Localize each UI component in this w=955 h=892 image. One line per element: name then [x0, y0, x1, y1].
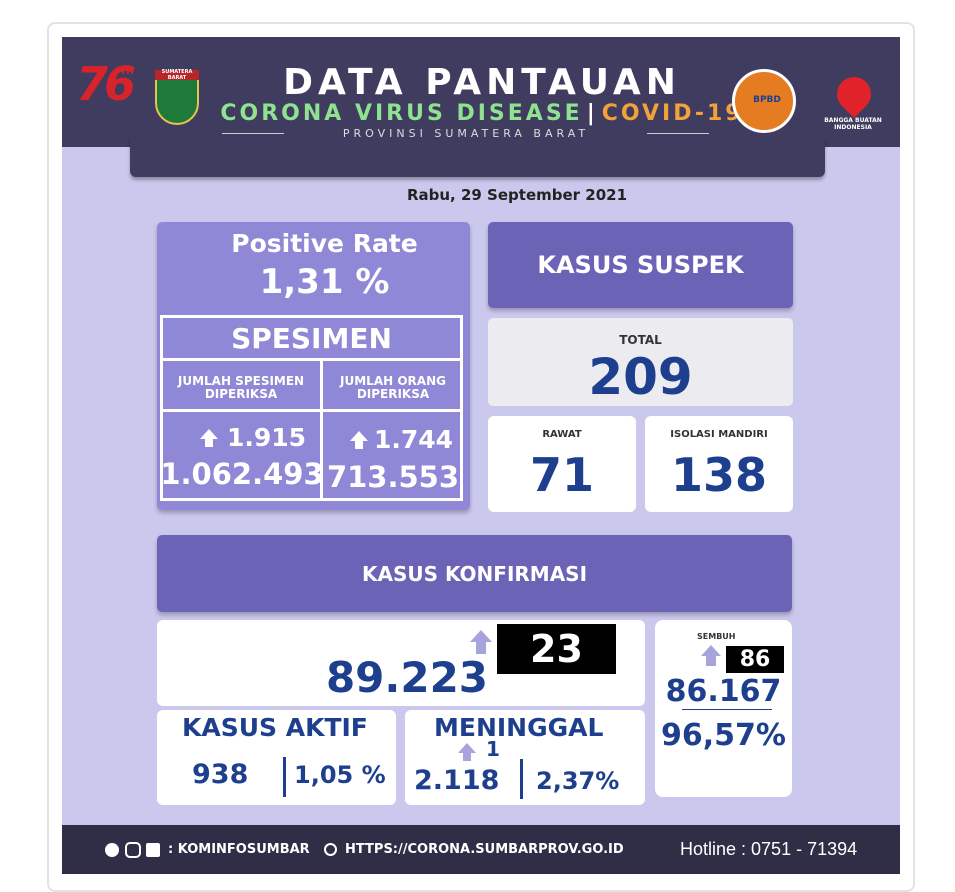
separator: |: [586, 100, 598, 126]
aktif-box: [157, 710, 396, 805]
rule-right: [647, 133, 709, 134]
meninggal-label: MENINGGAL: [434, 713, 604, 742]
konfirmasi-title: KASUS KONFIRMASI: [157, 535, 792, 612]
badge-suffix: TH: [120, 67, 134, 77]
header-tab: [130, 137, 825, 177]
sembuh-increase: 86: [726, 646, 784, 673]
spesimen-row-line: [163, 409, 460, 412]
infographic: 76 TH SUMATERA BARAT DATA PANTAUAN CORON…: [62, 37, 900, 874]
suspek-total-label: TOTAL: [619, 333, 662, 347]
up-arrow: [350, 431, 368, 441]
konfirmasi-increase: 23: [497, 624, 616, 674]
meninggal-value: 2.118: [414, 765, 500, 796]
subtitle-right: COVID-19: [601, 100, 744, 126]
up-arrow-stem: [205, 438, 213, 447]
meninggal-box: [405, 710, 645, 805]
province-name: PROVINSI SUMATERA BARAT: [342, 126, 590, 140]
up-arrow-stem: [706, 656, 716, 666]
agency-logo: [732, 69, 796, 133]
suspek-total: 209: [588, 348, 693, 406]
up-arrow: [701, 645, 721, 656]
social-icons: [104, 842, 162, 858]
hotline: Hotline : 0751 - 71394: [680, 839, 858, 859]
spesimen-title: SPESIMEN: [163, 318, 460, 361]
rawat-label: RAWAT: [542, 428, 582, 440]
isolasi-label: ISOLASI MANDIRI: [670, 428, 768, 440]
social: : KOMINFOSUMBAR: [168, 842, 310, 857]
aktif-percent: 1,05 %: [294, 761, 386, 789]
sembuh-label: SEMBUH: [697, 632, 736, 641]
subtitle: CORONA VIRUS DISEASE | COVID-19: [202, 99, 762, 127]
isolasi-box: [645, 416, 793, 512]
spesimen-table: [160, 315, 463, 501]
positive-rate-label: Positive Rate: [231, 228, 418, 258]
isolasi-value: 138: [670, 448, 768, 502]
rule-left: [222, 133, 284, 134]
aktif-label: KASUS AKTIF: [182, 713, 368, 742]
rawat-value: 71: [529, 448, 594, 502]
spesimen-total: 713.553: [326, 460, 460, 494]
pride-logo-text: BANGGA BUATAN INDONESIA: [824, 117, 882, 131]
up-arrow-stem: [463, 752, 471, 761]
footer: [62, 825, 900, 874]
up-arrow: [200, 429, 218, 439]
badge-number: 76: [76, 57, 136, 111]
positive-rate-value: 1,31 %: [259, 262, 390, 302]
sembuh-percent: 96,57%: [661, 717, 786, 753]
spesimen-divider: [320, 361, 323, 501]
positive-rate-box: [157, 222, 470, 510]
province-logo-text: SUMATERA BARAT: [155, 69, 199, 81]
spesimen-total: 1.062.493: [160, 457, 324, 491]
suspek-total-box: [488, 318, 793, 406]
up-arrow: [458, 743, 476, 753]
social-icons-svg: [105, 842, 160, 858]
spesimen-increase: 1.744: [374, 425, 454, 454]
globe-icon: [324, 843, 337, 856]
sembuh-rule: [682, 709, 772, 710]
rawat-box: [488, 416, 636, 512]
sembuh-value: 86.167: [665, 673, 782, 709]
konfirmasi-total: 89.223: [325, 652, 489, 702]
up-arrow-stem: [476, 642, 486, 654]
divider: [283, 757, 286, 797]
page: 76 TH SUMATERA BARAT DATA PANTAUAN CORON…: [47, 22, 915, 892]
spesimen-col-label: JUMLAH ORANG DIPERIKSA: [340, 374, 446, 401]
spesimen-col-label: JUMLAH SPESIMEN DIPERIKSA: [177, 374, 305, 401]
agency-logo-text: BPBD: [753, 95, 781, 105]
meninggal-percent: 2,37%: [536, 767, 620, 795]
subtitle-left: CORONA VIRUS DISEASE: [220, 100, 583, 126]
meninggal-increase: 1: [486, 737, 500, 761]
up-arrow: [470, 630, 492, 642]
website: HTTPS://CORONA.SUMBARPROV.GO.ID: [345, 842, 624, 857]
divider: [520, 759, 523, 799]
date: Rabu, 29 September 2021: [406, 186, 628, 204]
aktif-value: 938: [192, 759, 249, 790]
suspek-title: KASUS SUSPEK: [488, 222, 793, 308]
spesimen-increase: 1.915: [227, 423, 307, 452]
title: DATA PANTAUAN: [283, 61, 681, 103]
up-arrow-stem: [355, 440, 363, 449]
